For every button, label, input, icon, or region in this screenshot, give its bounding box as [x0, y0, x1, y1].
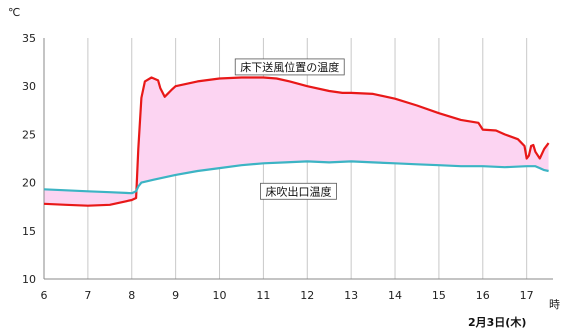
- x-tick-label-9: 15: [432, 289, 446, 302]
- annotation-0: 床下送風位置の温度: [234, 58, 345, 76]
- x-tick-label-7: 13: [344, 289, 358, 302]
- annotation-text-1: 床吹出口温度: [266, 184, 332, 198]
- date-label: 2月3日(木): [468, 315, 526, 329]
- series-line-1: [43, 160, 549, 195]
- y-tick-label-2: 20: [22, 177, 36, 190]
- x-tick-label-3: 9: [172, 289, 179, 302]
- annotation-1: 床吹出口温度: [260, 182, 337, 200]
- y-tick-label-5: 35: [22, 32, 36, 45]
- y-tick-label-1: 15: [22, 225, 36, 238]
- series-line-0: [43, 76, 550, 207]
- x-tick-label-0: 6: [41, 289, 48, 302]
- tick-labels: 10 15 20 25 30 35 6 7 8 9 10 11 12 13 14 15 16 17: [22, 32, 534, 302]
- x-tick-label-11: 17: [520, 289, 534, 302]
- y-tick-label-0: 10: [22, 273, 36, 286]
- x-tick-label-2: 8: [128, 289, 135, 302]
- annotation-box-1: [260, 182, 337, 200]
- y-tick-label-3: 25: [22, 128, 36, 141]
- y-axis-unit-label: ℃: [8, 6, 20, 19]
- x-tick-label-6: 12: [300, 289, 314, 302]
- y-tick-label-4: 30: [22, 80, 36, 93]
- annotation-text-0: 床下送風位置の温度: [240, 60, 339, 74]
- series-lines: [43, 76, 550, 207]
- x-tick-label-5: 11: [256, 289, 270, 302]
- x-tick-label-10: 16: [476, 289, 490, 302]
- annotation-box-0: [234, 58, 345, 76]
- x-tick-label-8: 14: [388, 289, 402, 302]
- x-axis-unit-label: 時: [549, 298, 560, 311]
- x-tick-label-1: 7: [84, 289, 91, 302]
- x-tick-label-4: 10: [213, 289, 227, 302]
- axes: [43, 38, 553, 280]
- fill-between-area: [44, 77, 549, 206]
